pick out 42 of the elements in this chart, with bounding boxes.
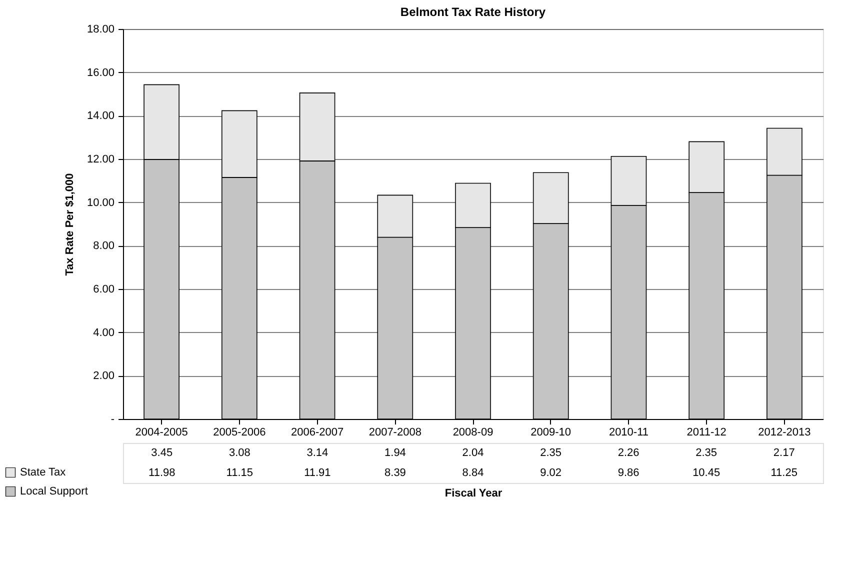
legend-label: State Tax [20, 466, 66, 478]
x-tick-label: 2004-2005 [135, 426, 188, 438]
data-label: 8.84 [462, 467, 484, 479]
data-label: 11.98 [148, 467, 176, 479]
y-tick-label: 16.00 [86, 66, 114, 79]
data-label: 2.26 [618, 447, 640, 459]
y-tick-label: 8.00 [93, 240, 114, 252]
x-tick-label: 2006-2007 [290, 426, 344, 438]
legend-label: Local Support [20, 486, 88, 498]
data-label: 2.35 [540, 447, 562, 459]
x-tick-label: 2005-2006 [213, 426, 266, 438]
data-label: 10.45 [692, 467, 720, 479]
y-tick-label: 4.00 [93, 326, 114, 339]
data-label: 11.15 [226, 467, 254, 479]
data-label: 1.94 [384, 447, 406, 459]
y-tick-label: 10.00 [86, 196, 114, 209]
x-tick-label: 2011-12 [686, 426, 726, 438]
data-label: 9.02 [540, 467, 562, 479]
data-label: 2.17 [773, 447, 795, 459]
data-label: 11.91 [304, 467, 331, 479]
y-tick-label: 12.00 [86, 154, 114, 166]
y-tick-label: 2.00 [93, 370, 114, 382]
y-tick-label: 14.00 [86, 110, 114, 122]
y-tick-label: 6.00 [93, 284, 114, 296]
chart-title: Belmont Tax Rate History [400, 5, 546, 19]
data-label: 2.04 [462, 447, 484, 459]
data-label: 9.86 [618, 467, 640, 479]
y-tick-label: - [110, 414, 115, 426]
x-tick-label: 2007-2008 [368, 426, 422, 438]
x-axis-title: Fiscal Year [444, 488, 503, 500]
data-label: 8.39 [384, 467, 406, 479]
y-tick-label: 18.00 [86, 24, 114, 36]
y-axis-title: Tax Rate Per $1,000 [64, 173, 76, 276]
data-label: 3.14 [306, 447, 328, 459]
x-tick-label: 2009-10 [530, 426, 572, 438]
x-tick-label: 2008-09 [452, 426, 494, 438]
x-tick-label: 2012-2013 [758, 426, 811, 438]
x-tick-label: 2010-11 [608, 426, 649, 438]
data-label: 11.25 [770, 467, 798, 479]
data-label: 3.08 [228, 447, 250, 459]
data-label: 2.35 [696, 447, 718, 459]
data-label: 3.45 [151, 447, 173, 459]
